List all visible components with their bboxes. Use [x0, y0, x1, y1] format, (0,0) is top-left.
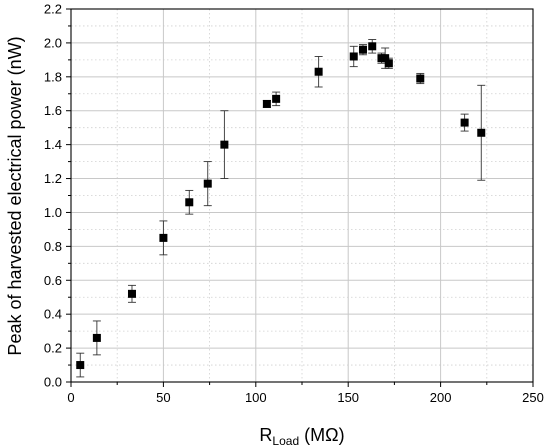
y-tick-label: 0.4 — [44, 307, 62, 322]
y-tick-label: 1.2 — [44, 171, 62, 186]
data-point-marker — [159, 233, 168, 242]
y-tick-label: 0.2 — [44, 341, 62, 356]
data-point-marker — [127, 289, 136, 298]
y-tick-label: 1.6 — [44, 103, 62, 118]
minor-grid — [71, 9, 533, 382]
x-tick-label: 200 — [430, 390, 452, 405]
y-tick-labels: 0.0 0.2 0.4 0.6 0.8 1.0 1.2 1.4 1.6 1.8 2.0 2.2 — [44, 2, 62, 390]
data-point-marker — [272, 94, 281, 103]
y-axis-label: Peak of harvested electrical power (nW) — [5, 36, 25, 355]
data-point-marker — [349, 52, 358, 61]
data-point-marker — [220, 140, 229, 149]
data-point-marker — [203, 179, 212, 188]
y-tick-label: 0.0 — [44, 375, 62, 390]
data-point-marker — [314, 67, 323, 76]
major-grid — [71, 9, 533, 382]
data-point-marker — [262, 99, 271, 108]
data-point-marker — [92, 333, 101, 342]
data-point-marker — [384, 59, 393, 68]
x-tick-label: 100 — [245, 390, 267, 405]
y-tick-label: 0.6 — [44, 273, 62, 288]
data-point-marker — [368, 42, 377, 51]
x-tick-label: 0 — [67, 390, 74, 405]
x-tick-label: 250 — [522, 390, 544, 405]
y-tick-label: 1.8 — [44, 69, 62, 84]
data-point-marker — [76, 361, 85, 370]
x-tick-label: 150 — [337, 390, 359, 405]
y-tick-label: 2.2 — [44, 2, 62, 17]
data-point-marker — [381, 54, 390, 63]
y-tick-label: 0.8 — [44, 239, 62, 254]
data-point-marker — [460, 118, 469, 127]
data-markers — [76, 42, 486, 370]
axis-ticks — [66, 8, 534, 387]
y-tick-label: 1.0 — [44, 205, 62, 220]
x-tick-labels: 0 50 100 150 200 250 — [67, 390, 543, 405]
y-tick-label: 2.0 — [44, 35, 62, 50]
x-tick-label: 50 — [156, 390, 170, 405]
data-point-marker — [185, 198, 194, 207]
y-tick-label: 1.4 — [44, 137, 62, 152]
data-point-marker — [416, 74, 425, 83]
x-axis-label-unit: (MΩ) — [299, 425, 344, 445]
x-axis-label-subscript: Load — [272, 434, 299, 448]
x-axis-label-main: R — [259, 425, 272, 445]
data-point-marker — [358, 45, 367, 54]
data-point-marker — [477, 128, 486, 137]
x-axis-label: RLoad (MΩ) — [259, 425, 344, 448]
